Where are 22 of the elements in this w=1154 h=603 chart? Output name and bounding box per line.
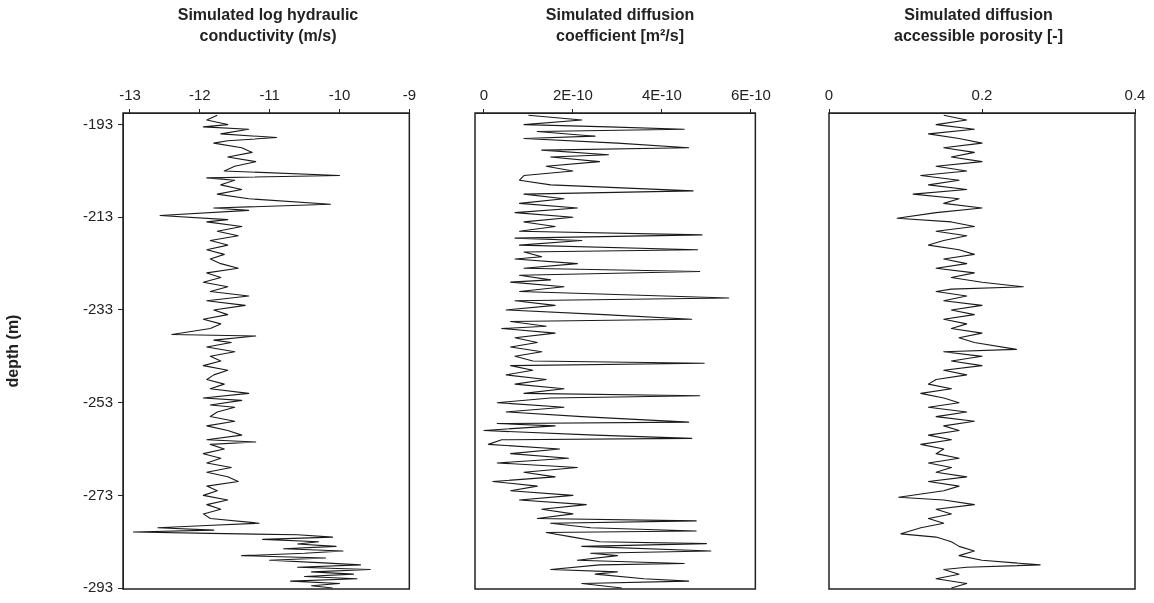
y-axis-title: depth (m) <box>4 314 22 388</box>
y-tick-label: -293 <box>82 578 113 596</box>
chart-title: Simulated log hydraulic conductivity (m/s) <box>176 5 360 46</box>
x-tick-label: 2E-10 <box>552 86 593 104</box>
chart-title: Simulated diffusion accessible porosity [-] <box>893 5 1064 46</box>
x-tick-label: 0 <box>479 86 489 104</box>
x-tick-label: 4E-10 <box>641 86 682 104</box>
y-tick-label: -253 <box>82 392 113 410</box>
x-tick-label: 0 <box>824 86 834 104</box>
x-tick-label: -9 <box>402 86 416 104</box>
x-tick-label: 0.2 <box>971 86 993 104</box>
x-tick-label: -10 <box>328 86 351 104</box>
x-tick-label: -11 <box>259 86 280 104</box>
y-tick-label: -213 <box>82 207 113 225</box>
y-tick-label: -273 <box>82 485 113 503</box>
x-tick-label: 6E-10 <box>730 86 771 104</box>
x-tick-label: -12 <box>188 86 211 104</box>
chart-title: Simulated diffusion coefficient [m²/s] <box>544 5 696 46</box>
x-tick-label: 0.4 <box>1124 86 1146 104</box>
y-tick-label: -233 <box>82 300 113 318</box>
y-tick-label: -193 <box>82 114 113 132</box>
x-tick-label: -13 <box>119 86 141 104</box>
